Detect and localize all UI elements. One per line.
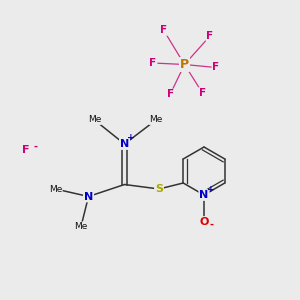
Text: Me: Me [149,116,163,124]
Text: S: S [155,184,163,194]
Text: Me: Me [49,184,62,194]
Text: N: N [120,139,129,149]
Text: F: F [199,88,206,98]
Text: F: F [212,62,220,73]
Text: +: + [207,185,214,194]
Text: F: F [206,31,214,41]
Text: P: P [180,58,189,71]
Text: -: - [209,219,214,230]
Text: F: F [167,89,174,100]
Text: -: - [33,141,38,152]
Text: Me: Me [88,116,101,124]
Text: O: O [199,217,209,227]
Text: F: F [149,58,157,68]
Text: Me: Me [74,222,88,231]
Text: N: N [84,191,93,202]
Text: F: F [22,145,29,155]
Text: +: + [127,133,135,142]
Text: F: F [160,25,167,35]
Text: N: N [200,190,208,200]
